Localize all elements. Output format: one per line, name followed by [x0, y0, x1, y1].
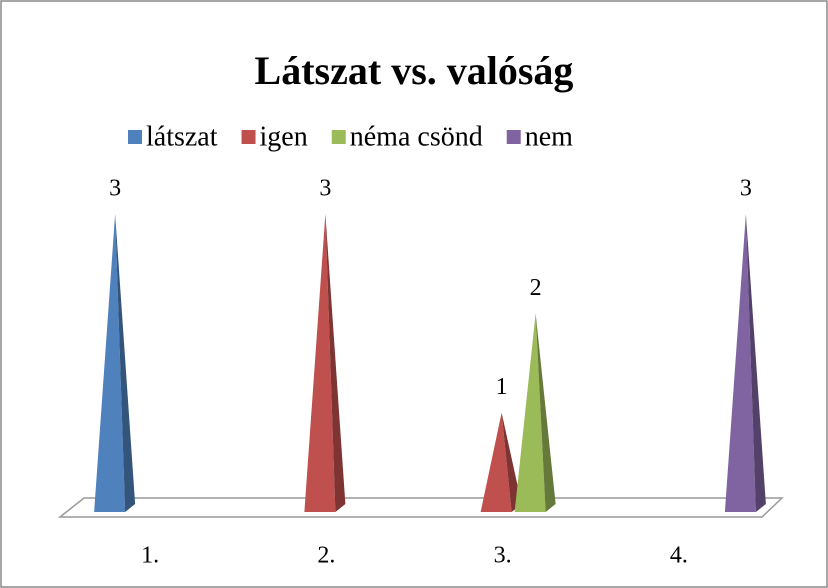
pyramid-side	[745, 214, 766, 512]
pyramid	[724, 214, 766, 512]
pyramid	[480, 412, 522, 512]
data-label: 3	[109, 176, 121, 202]
pyramid-front	[304, 214, 336, 512]
data-label: 2	[530, 275, 542, 301]
data-label: 3	[740, 176, 752, 202]
data-label: 1	[496, 374, 508, 400]
legend-label: nem	[525, 121, 573, 152]
floor	[57, 497, 784, 518]
x-tick-label: 1.	[141, 543, 159, 569]
pyramid-side	[501, 412, 522, 512]
legend-swatch	[241, 130, 256, 144]
chart-title: Látszat vs. valóság	[255, 48, 574, 93]
x-tick-label: 3.	[494, 543, 512, 569]
pyramid-side	[325, 214, 346, 512]
pyramid-front	[514, 313, 546, 512]
legend-swatch	[128, 130, 142, 144]
x-tick-label: 4.	[670, 543, 688, 569]
legend-swatch	[506, 130, 521, 144]
pyramid	[304, 214, 346, 512]
pyramid-side	[115, 214, 136, 512]
data-label: 3	[319, 176, 331, 202]
pyramid-front	[480, 412, 512, 512]
pyramid-front	[724, 214, 756, 512]
pyramid	[514, 313, 556, 512]
pyramid-front	[94, 214, 126, 512]
legend-label: néma csönd	[350, 121, 483, 152]
x-tick-label: 2.	[317, 543, 335, 569]
legend-label: látszat	[146, 121, 218, 152]
legend-label: igen	[260, 121, 308, 152]
pyramid	[94, 214, 136, 512]
pyramid-side	[535, 313, 556, 512]
legend: látszat igen néma csönd nem	[128, 121, 573, 152]
legend-swatch	[331, 130, 346, 144]
